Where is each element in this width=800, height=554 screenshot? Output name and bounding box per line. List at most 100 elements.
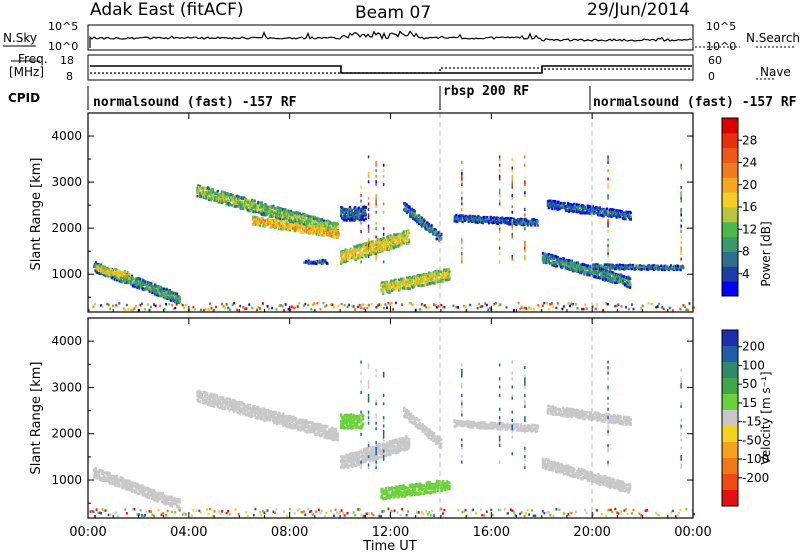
echo-cell: [411, 217, 415, 221]
echo-cell: [461, 257, 463, 261]
echo-cell: [574, 204, 577, 208]
echo-cell: [304, 226, 307, 230]
echo-cell: [131, 484, 134, 487]
echo-cell: [268, 307, 270, 310]
echo-cell: [93, 262, 97, 266]
echo-cell: [358, 218, 361, 222]
echo-cell: [508, 217, 511, 220]
echo-cell: [217, 201, 220, 204]
echo-cell: [101, 477, 104, 480]
echo-cell: [562, 257, 566, 260]
echo-cell: [516, 220, 519, 223]
echo-cell: [609, 208, 612, 211]
echo-cell: [290, 305, 293, 308]
echo-cell: [473, 217, 476, 220]
echo-cell: [403, 234, 406, 237]
echo-cell: [511, 221, 513, 225]
echo-cell: [405, 282, 408, 285]
echo-cell: [568, 209, 571, 212]
echo-cell: [382, 210, 385, 214]
echo-cell: [602, 308, 605, 312]
echo-cell: [364, 217, 367, 220]
echo-cell: [284, 208, 287, 211]
echo-cell: [375, 205, 377, 209]
echo-cell: [381, 281, 384, 284]
echo-cell: [422, 304, 425, 307]
echo-cell: [155, 285, 158, 288]
echo-cell: [356, 257, 359, 261]
echo-cell: [121, 280, 124, 284]
echo-cell: [114, 275, 117, 279]
echo-cell: [359, 247, 362, 251]
echo-cell: [493, 216, 496, 219]
echo-cell: [207, 308, 210, 311]
echo-cell: [536, 220, 539, 223]
echo-cell: [404, 238, 407, 242]
echo-cell: [258, 307, 261, 310]
echo-cell: [316, 302, 319, 305]
echo-cell: [304, 216, 307, 220]
echo-cell: [402, 278, 405, 281]
echo-cell: [351, 218, 354, 222]
echo-cell: [336, 222, 339, 226]
echo-cell: [584, 303, 587, 306]
echo-cell: [433, 278, 436, 282]
echo-cell: [315, 232, 318, 236]
echo-cell: [329, 232, 332, 235]
echo-cell: [136, 281, 139, 284]
echo-cell: [345, 219, 348, 222]
echo-cell: [496, 222, 499, 225]
echo-cell: [603, 273, 606, 276]
echo-cell: [151, 291, 154, 295]
echo-cell: [281, 224, 285, 228]
echo-cell: [382, 174, 385, 178]
nave-label: Nave: [760, 65, 791, 79]
echo-cell: [375, 202, 377, 206]
echo-cell: [550, 302, 553, 305]
echo-cell: [348, 256, 352, 260]
echo-cell: [131, 308, 134, 312]
echo-cell: [602, 207, 605, 211]
echo-cell: [281, 211, 284, 214]
echo-cell: [461, 160, 463, 164]
echo-cell: [330, 303, 332, 306]
echo-cell: [418, 222, 421, 225]
echo-cell: [125, 303, 128, 307]
echo-cell: [178, 300, 181, 303]
echo-cell: [570, 265, 574, 268]
echo-cell: [430, 224, 433, 227]
echo-cell: [599, 209, 602, 213]
echo-cell: [370, 251, 373, 255]
echo-cell: [448, 278, 451, 281]
echo-cell: [309, 224, 312, 228]
echo-cell: [344, 260, 347, 264]
echo-cell: [275, 224, 278, 228]
echo-cell: [572, 263, 575, 266]
echo-cell: [168, 303, 171, 306]
echo-cell: [346, 208, 349, 212]
echo-cell: [511, 194, 513, 198]
echo-cell: [601, 267, 604, 271]
echo-cell: [308, 232, 311, 235]
echo-cell: [615, 209, 618, 212]
echo-cell: [407, 210, 410, 214]
echo-cell: [656, 305, 659, 308]
echo-cell: [115, 268, 118, 271]
echo-cell: [511, 205, 513, 209]
echo-cell: [625, 285, 628, 288]
echo-cell: [375, 196, 377, 200]
echo-cell: [296, 217, 299, 221]
echo-cell: [160, 285, 163, 289]
echo-cell: [629, 263, 632, 267]
echo-cell: [303, 226, 306, 229]
echo-cell: [350, 210, 353, 214]
echo-cell: [108, 480, 111, 484]
echo-cell: [498, 191, 501, 195]
echo-cell: [464, 305, 467, 309]
echo-cell: [252, 210, 256, 214]
echo-cell: [517, 301, 520, 305]
echo-cell: [223, 196, 226, 200]
echo-cell: [103, 475, 106, 479]
echo-cell: [389, 303, 391, 307]
echo-cell: [228, 308, 231, 311]
